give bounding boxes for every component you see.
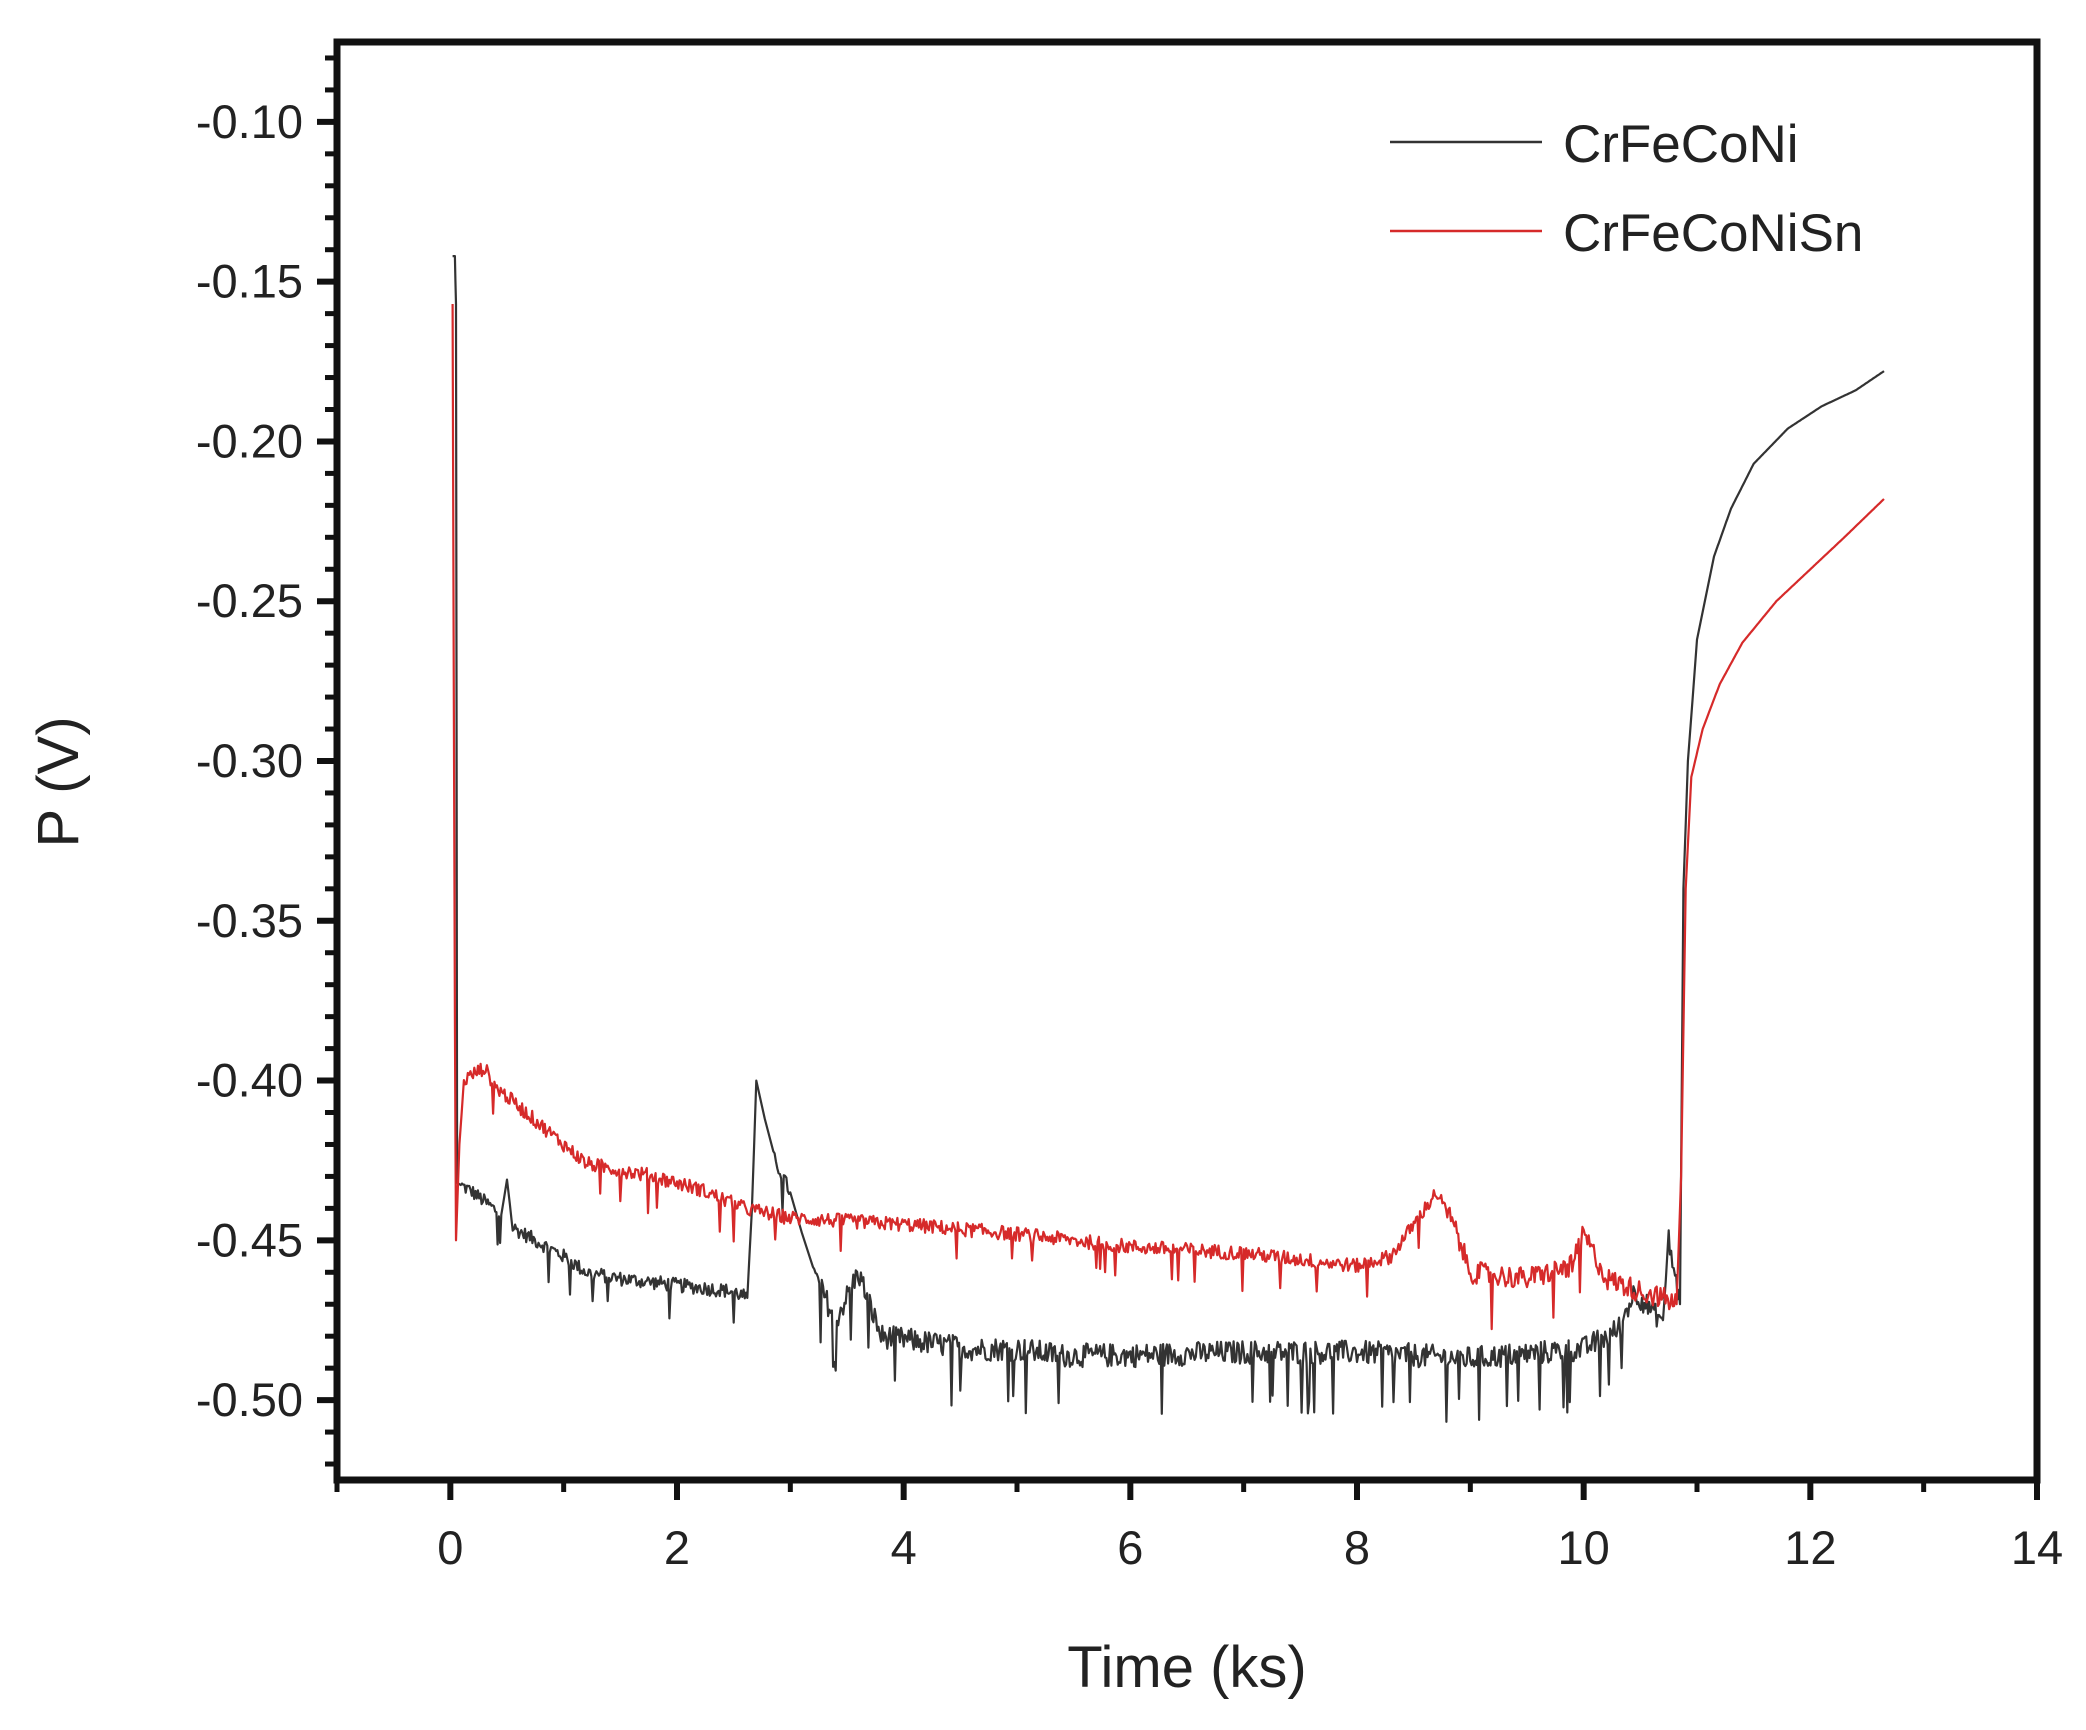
- x-tick-label: 6: [1117, 1521, 1143, 1574]
- x-tick-label: 0: [437, 1521, 463, 1574]
- y-tick-label: -0.35: [196, 894, 303, 947]
- series-line-crfeconi: [452, 255, 1885, 1423]
- x-tick-label: 10: [1558, 1521, 1610, 1574]
- x-axis-title: Time (ks): [1067, 1635, 1306, 1700]
- x-tick-label: 4: [891, 1521, 917, 1574]
- legend-label-crfeconisn: CrFeCoNiSn: [1563, 204, 1863, 263]
- x-tick-label: 12: [1784, 1521, 1836, 1574]
- series-layer: [451, 255, 1885, 1423]
- x-tick-label: 14: [2011, 1521, 2063, 1574]
- y-tick-label: -0.15: [196, 255, 303, 308]
- x-tick-label: 8: [1344, 1521, 1370, 1574]
- y-tick-label: -0.40: [196, 1054, 303, 1107]
- y-tick-label: -0.50: [196, 1373, 303, 1426]
- y-tick-label: -0.30: [196, 734, 303, 787]
- tick-layer: 0 2 4 6 8 10 12 14 -0.10 -0.15 -0.20 -0.25 -0.30 -0.3…: [196, 55, 2063, 1574]
- y-tick-label: -0.20: [196, 414, 303, 467]
- legend-label-crfeconi: CrFeCoNi: [1563, 115, 1799, 174]
- y-tick-label: -0.45: [196, 1213, 303, 1266]
- y-tick-label: -0.10: [196, 95, 303, 148]
- y-tick-label: -0.25: [196, 574, 303, 627]
- series-line-crfeconisn: [451, 303, 1885, 1331]
- y-axis-title: P (V): [26, 716, 91, 847]
- legend: CrFeCoNi CrFeCoNiSn: [1390, 115, 1863, 263]
- x-tick-label: 2: [664, 1521, 690, 1574]
